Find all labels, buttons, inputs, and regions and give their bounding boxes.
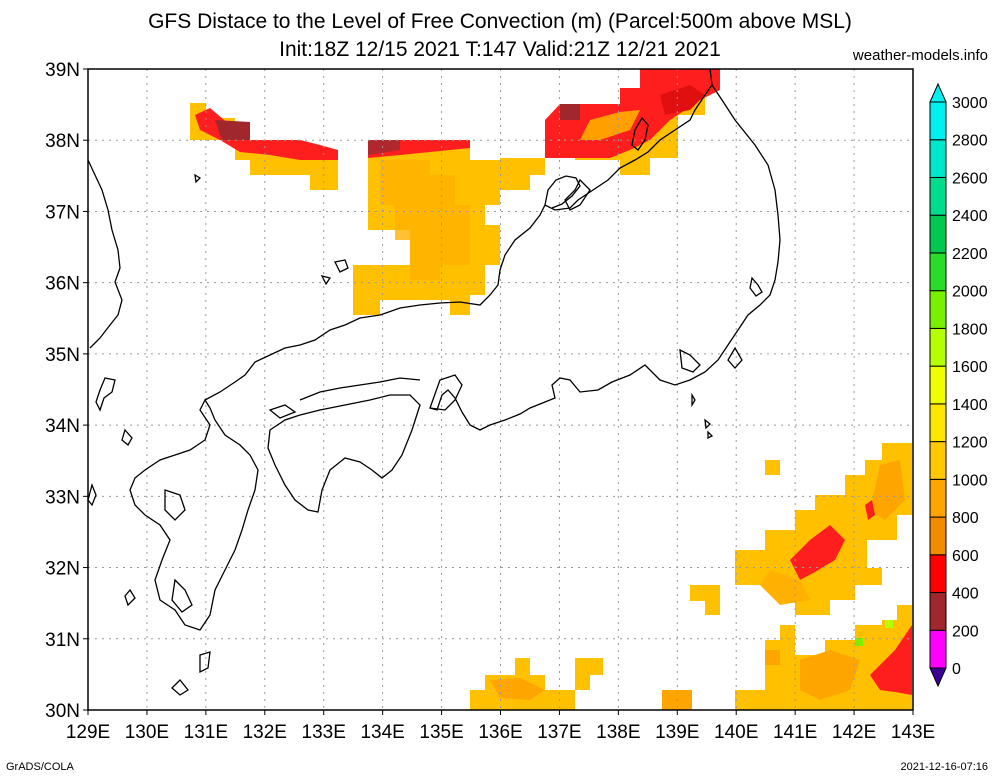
coastline (88, 69, 781, 696)
colorbar-segment (929, 403, 947, 443)
colorbar-segment (929, 516, 947, 556)
y-tick-label: 30N (45, 701, 80, 722)
y-tick-label: 37N (45, 202, 80, 223)
footer-left: GrADS/COLA (6, 761, 74, 773)
shade-pacific-east (690, 443, 912, 615)
colorbar-label: 1200 (952, 435, 988, 452)
x-tick-label: 135E (419, 722, 463, 743)
colorbar-segment (929, 176, 947, 216)
colorbar-label: 0 (952, 661, 961, 678)
y-axis-ticks: 30N 31N 32N 33N 34N 35N 36N 37N 38N 39N (45, 60, 88, 722)
x-tick-label: 129E (66, 722, 110, 743)
shade-japan-sea (190, 69, 720, 315)
y-tick-label: 32N (45, 559, 80, 580)
colorbar-label: 400 (952, 586, 979, 603)
colorbar-label: 2600 (952, 170, 988, 187)
colorbar-label: 3000 (952, 95, 988, 112)
colorbar-segment (929, 139, 947, 178)
y-tick-label: 35N (45, 345, 80, 366)
credit-text: weather-models.info (852, 47, 988, 64)
colorbar-label: 2400 (952, 208, 988, 225)
colorbar-segment (929, 592, 947, 631)
x-tick-label: 141E (773, 722, 817, 743)
y-tick-label: 39N (45, 60, 80, 81)
colorbar-label: 1000 (952, 472, 988, 489)
colorbar-segment (929, 478, 947, 518)
grid-lines (88, 69, 913, 710)
colorbar-label: 600 (952, 548, 979, 565)
colorbar: 0 200 400 600 800 1000 1200 1400 1600 1800 2000 220… (929, 82, 988, 688)
colorbar-segment (929, 290, 947, 329)
x-axis-ticks: 129E 130E 131E 132E 133E 134E 135E 136E 137E 138E… (66, 710, 935, 743)
colorbar-segment (929, 214, 947, 254)
colorbar-segment (929, 441, 947, 480)
x-tick-label: 134E (360, 722, 404, 743)
colorbar-label: 1800 (952, 321, 988, 338)
colorbar-label: 1400 (952, 397, 988, 414)
colorbar-segment (929, 101, 947, 141)
x-tick-label: 137E (537, 722, 581, 743)
x-tick-label: 132E (243, 722, 287, 743)
x-tick-label: 140E (714, 722, 758, 743)
y-tick-label: 31N (45, 630, 80, 651)
chart-title: GFS Distace to the Level of Free Convect… (148, 10, 852, 33)
y-tick-label: 36N (45, 274, 80, 295)
colorbar-label: 2000 (952, 284, 988, 301)
shade-pacific-south (470, 658, 692, 710)
x-tick-label: 131E (184, 722, 228, 743)
lfc-shading (190, 69, 912, 710)
shade-pacific-southeast (735, 605, 912, 710)
footer-right: 2021-12-16-07:16 (900, 761, 988, 773)
colorbar-min-arrow (929, 667, 947, 688)
x-tick-label: 143E (891, 722, 935, 743)
colorbar-segment (929, 629, 947, 669)
x-tick-label: 138E (596, 722, 640, 743)
colorbar-segment (929, 327, 947, 367)
colorbar-label: 800 (952, 510, 979, 527)
colorbar-label: 200 (952, 623, 979, 640)
y-tick-label: 38N (45, 131, 80, 152)
colorbar-segment (929, 252, 947, 292)
colorbar-label: 2800 (952, 133, 988, 150)
y-tick-label: 34N (45, 416, 80, 437)
chart-subtitle: Init:18Z 12/15 2021 T:147 Valid:21Z 12/2… (279, 38, 721, 61)
x-tick-label: 136E (478, 722, 522, 743)
colorbar-segment (929, 554, 947, 594)
y-tick-label: 33N (45, 487, 80, 508)
colorbar-label: 2200 (952, 246, 988, 263)
x-tick-label: 133E (302, 722, 346, 743)
colorbar-label: 1600 (952, 359, 988, 376)
colorbar-segment (929, 365, 947, 405)
x-tick-label: 130E (125, 722, 169, 743)
colorbar-max-arrow (929, 82, 947, 103)
x-tick-label: 139E (655, 722, 699, 743)
x-tick-label: 142E (832, 722, 876, 743)
